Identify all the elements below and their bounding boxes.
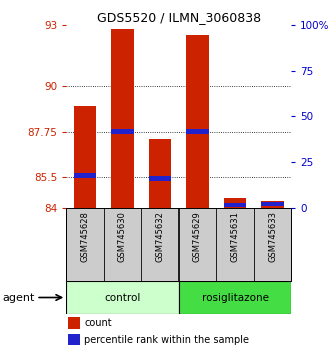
Bar — [111, 129, 134, 134]
Text: GSM745632: GSM745632 — [156, 211, 165, 262]
Text: rosiglitazone: rosiglitazone — [202, 292, 268, 303]
Bar — [149, 139, 171, 208]
Text: control: control — [104, 292, 141, 303]
Bar — [224, 202, 246, 207]
Bar — [69, 317, 80, 329]
Bar — [111, 29, 134, 208]
Title: GDS5520 / ILMN_3060838: GDS5520 / ILMN_3060838 — [97, 11, 261, 24]
Text: percentile rank within the sample: percentile rank within the sample — [84, 335, 249, 345]
Bar — [74, 173, 96, 177]
Text: count: count — [84, 318, 112, 328]
Bar — [69, 334, 80, 345]
Bar — [179, 281, 291, 314]
Text: GSM745631: GSM745631 — [230, 211, 240, 262]
Text: GSM745630: GSM745630 — [118, 211, 127, 262]
Bar — [74, 106, 96, 208]
Bar — [261, 201, 284, 206]
Text: GSM745629: GSM745629 — [193, 211, 202, 262]
Bar — [66, 281, 179, 314]
Text: GSM745633: GSM745633 — [268, 211, 277, 262]
Bar — [261, 201, 284, 208]
Bar — [186, 35, 209, 208]
Bar — [149, 176, 171, 181]
Bar — [186, 129, 209, 134]
Text: GSM745628: GSM745628 — [80, 211, 89, 262]
Bar — [224, 198, 246, 208]
Text: agent: agent — [2, 292, 34, 303]
